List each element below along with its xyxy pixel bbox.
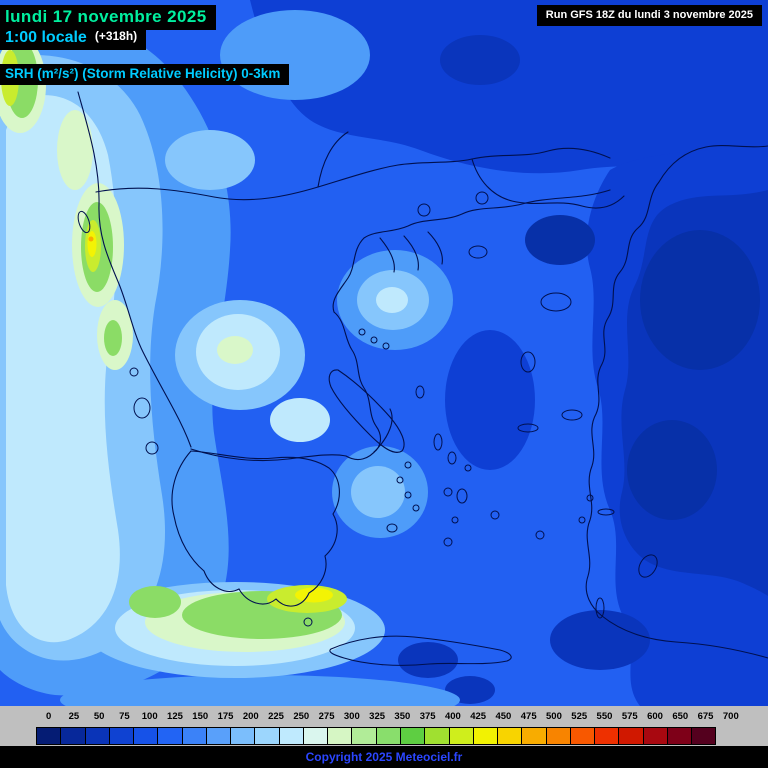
forecast-time: 1:00 locale (+318h) <box>0 27 147 51</box>
legend-color-cell <box>448 727 474 745</box>
legend-color-cell <box>278 727 304 745</box>
legend-color-cell <box>545 727 571 745</box>
parameter-label-text: SRH (m²/s²) (Storm Relative Helicity) 0-… <box>5 66 281 81</box>
legend-tick: 425 <box>470 710 487 722</box>
legend-tick: 450 <box>495 710 512 722</box>
legend-tick: 125 <box>167 710 183 722</box>
legend-tick: 325 <box>369 710 386 722</box>
legend-tick: 150 <box>192 710 209 722</box>
legend-tick: 0 <box>45 710 52 722</box>
legend-tick: 350 <box>394 710 411 722</box>
legend-tick: 575 <box>621 710 638 722</box>
srh-map-canvas <box>0 0 768 706</box>
legend-tick-labels: 0 25 50 75 100 125 150 175 200 225 250 275 300 325 350… <box>0 706 768 726</box>
legend-color-cell <box>205 727 232 745</box>
legend-tick: 25 <box>68 710 80 722</box>
legend-tick: 100 <box>141 710 158 722</box>
legend-color-cell <box>108 727 135 745</box>
legend-color-cell <box>666 727 693 745</box>
legend-tick: 375 <box>419 710 436 722</box>
legend-tick: 700 <box>722 710 739 722</box>
parameter-label: SRH (m²/s²) (Storm Relative Helicity) 0-… <box>0 64 290 85</box>
legend-color-cell <box>230 727 256 745</box>
legend-color-cell <box>60 727 86 745</box>
legend-color-cell <box>497 727 523 745</box>
legend-color-cell <box>84 727 110 745</box>
legend-color-cell <box>181 727 207 745</box>
legend-color-cell <box>302 727 329 745</box>
copyright-bar: Copyright 2025 Meteociel.fr <box>0 746 768 768</box>
copyright-link[interactable]: Copyright 2025 Meteociel.fr <box>305 750 463 764</box>
legend-color-cell <box>618 727 644 745</box>
legend-tick: 200 <box>242 710 259 722</box>
legend-color-cell <box>424 727 450 745</box>
legend-color-cell <box>36 727 62 745</box>
legend-color-cell <box>472 727 499 745</box>
forecast-offset: (+318h) <box>94 29 138 43</box>
legend-color-cell <box>133 727 159 745</box>
legend-tick: 75 <box>119 710 130 722</box>
legend-color-cell <box>157 727 183 745</box>
legend-color-cell <box>351 727 377 745</box>
legend-tick: 550 <box>596 710 613 722</box>
legend-tick: 500 <box>546 710 562 722</box>
forecast-date-text: lundi 17 novembre 2025 <box>5 7 207 26</box>
legend-color-cell <box>327 727 353 745</box>
legend-color-cell <box>399 727 426 745</box>
legend-color-cell <box>569 727 596 745</box>
legend-tick: 675 <box>697 710 714 722</box>
legend-tick: 225 <box>268 710 284 722</box>
legend-tick: 525 <box>571 710 588 722</box>
legend-tick: 175 <box>217 710 234 722</box>
legend-color-cell <box>691 727 717 745</box>
legend-color-cell <box>375 727 401 745</box>
legend-tick: 400 <box>444 710 461 722</box>
legend-color-cell <box>594 727 620 745</box>
forecast-time-text: 1:00 locale <box>5 29 87 46</box>
legend-tick: 250 <box>293 710 310 722</box>
forecast-date: lundi 17 novembre 2025 <box>0 5 216 30</box>
legend-tick: 475 <box>520 710 537 722</box>
legend-tick: 650 <box>672 710 689 722</box>
legend-tick: 275 <box>318 710 335 722</box>
legend-color-cell <box>254 727 280 745</box>
coastlines <box>77 91 768 666</box>
legend-tick: 300 <box>343 710 360 722</box>
legend-color-cell <box>521 727 547 745</box>
legend-colorbar <box>0 726 768 746</box>
legend-color-cell <box>642 727 668 745</box>
model-run-text: Run GFS 18Z du lundi 3 novembre 2025 <box>545 9 753 21</box>
srh-field <box>0 0 768 706</box>
islands <box>77 191 658 627</box>
model-run-info: Run GFS 18Z du lundi 3 novembre 2025 <box>536 5 762 26</box>
legend-tick: 50 <box>93 710 105 722</box>
weather-map <box>0 0 768 706</box>
legend-tick: 600 <box>647 710 663 722</box>
